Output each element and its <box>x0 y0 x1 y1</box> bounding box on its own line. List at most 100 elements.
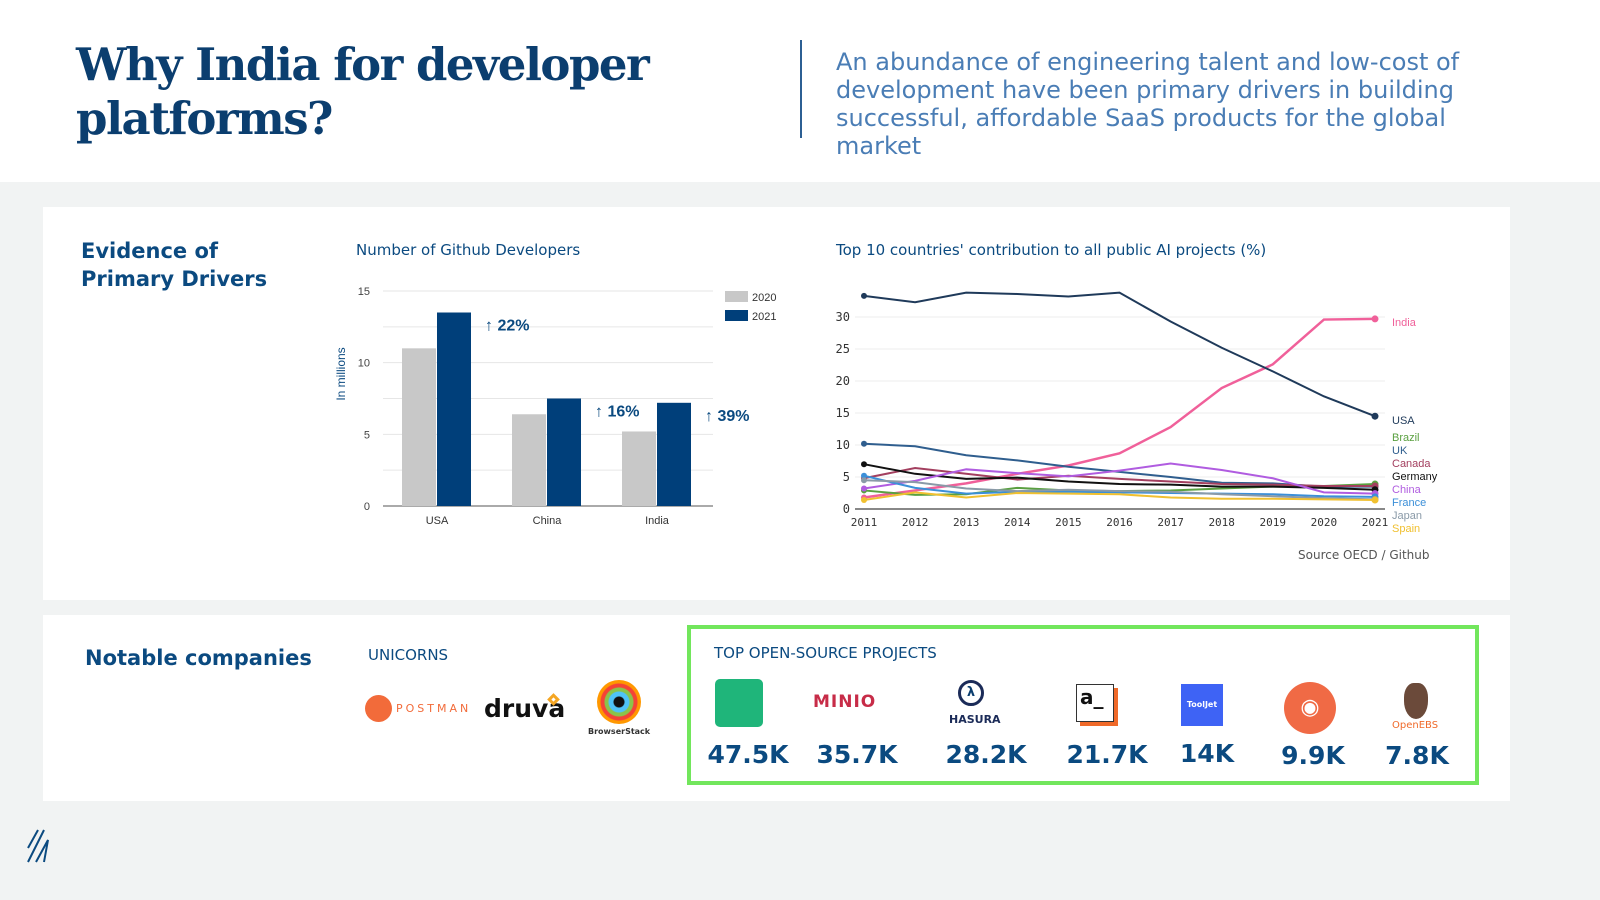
y-tick-label: 15 <box>358 286 370 298</box>
series-label-Japan: Japan <box>1392 510 1422 522</box>
y-tick-label: 10 <box>836 438 850 452</box>
line-Canada <box>863 467 1375 487</box>
y-tick-label: 0 <box>364 501 370 513</box>
legend-swatch-2020 <box>725 291 748 302</box>
legend-label: 2020 <box>752 292 776 304</box>
legend-label: 2021 <box>752 311 776 323</box>
divider <box>800 40 802 138</box>
bar-2021-China <box>547 398 581 506</box>
openebs-icon <box>1404 683 1428 719</box>
x-tick-label: 2021 <box>1362 516 1389 529</box>
point-start-Germany <box>861 461 867 468</box>
line-chart-title: Top 10 countries' contribution to all pu… <box>836 241 1267 259</box>
y-tick-label: 5 <box>843 470 850 484</box>
line-France <box>863 474 1376 498</box>
line-Germany <box>863 463 1376 491</box>
y-tick-label: 5 <box>364 429 370 441</box>
x-tick-label: USA <box>426 515 449 527</box>
line-China <box>863 462 1376 495</box>
companies-card <box>43 615 1510 801</box>
bar-2020-China <box>512 414 546 506</box>
point-start-UK <box>861 440 867 447</box>
postman-logo: POSTMAN <box>365 695 471 722</box>
growth-annotation: ↑ 22% <box>485 318 529 335</box>
hasura-icon: λ <box>958 680 984 706</box>
series-label-Canada: Canada <box>1392 458 1431 470</box>
brand-logo-icon <box>27 829 49 863</box>
point-start-France <box>861 472 867 479</box>
point-start-Spain <box>861 497 867 504</box>
hasura-logo: HASURA <box>949 713 1001 726</box>
x-tick-label: 2018 <box>1208 516 1235 529</box>
series-label-UK: UK <box>1392 445 1408 457</box>
companies-heading: Notable companies <box>85 646 312 670</box>
stars-tooljet: 14K <box>1179 739 1235 768</box>
line-Spain <box>863 491 1376 502</box>
series-label-China: China <box>1392 484 1422 496</box>
stars-appsmith: 47.5K <box>707 740 789 769</box>
stars-minio: 35.7K <box>816 740 898 769</box>
browserstack-label: BrowserStack <box>588 727 651 736</box>
legend-swatch-2021 <box>725 310 748 321</box>
y-tick-label: 15 <box>836 406 850 420</box>
oss-label: TOP OPEN-SOURCE PROJECTS <box>714 644 937 662</box>
druva-logo: druva <box>484 694 566 723</box>
line-Japan <box>863 479 1376 501</box>
appwrite-logo: a_ <box>1076 684 1114 722</box>
bar-2020-USA <box>402 348 436 506</box>
page-title: Why India for developer platforms? <box>76 38 650 145</box>
postman-icon <box>365 695 392 722</box>
bar-2021-India <box>657 402 691 506</box>
stars-openebs: 7.8K <box>1385 741 1449 770</box>
series-label-Brazil: Brazil <box>1392 432 1420 444</box>
series-label-Spain: Spain <box>1392 523 1420 535</box>
point-end-USA <box>1371 412 1379 420</box>
x-tick-label: China <box>533 515 563 527</box>
y-axis-label: In millions <box>334 347 348 400</box>
stars-appwrite: 21.7K <box>1066 740 1148 769</box>
x-tick-label: 2019 <box>1260 516 1287 529</box>
openebs-logo: OpenEBS <box>1392 720 1439 731</box>
bar-2021-USA <box>437 312 471 506</box>
point-end-India <box>1371 315 1379 323</box>
series-label-France: France <box>1392 497 1426 509</box>
browserstack-icon <box>597 680 641 724</box>
source-note: Source OECD / Github <box>1298 548 1430 562</box>
bar-chart-title: Number of Github Developers <box>356 241 581 259</box>
evidence-card <box>43 207 1510 600</box>
x-tick-label: 2015 <box>1055 516 1082 529</box>
stars-hasura: 28.2K <box>945 740 1027 769</box>
y-tick-label: 20 <box>836 374 850 388</box>
appsmith-logo <box>715 679 763 727</box>
y-tick-label: 25 <box>836 342 850 356</box>
stars-eye: 9.9K <box>1281 741 1345 770</box>
point-start-Japan <box>861 477 867 484</box>
oss-highlight-box <box>687 625 1479 785</box>
y-tick-label: 30 <box>836 310 850 324</box>
series-label-USA: USA <box>1392 415 1415 427</box>
series-label-Germany: Germany <box>1392 471 1438 483</box>
tooljet-logo: ToolJet <box>1181 684 1223 726</box>
bar-2020-India <box>622 431 656 506</box>
x-tick-label: India <box>645 515 670 527</box>
evidence-heading: Evidence of Primary Drivers <box>81 239 268 291</box>
series-label-India: India <box>1392 317 1417 329</box>
x-tick-label: 2013 <box>953 516 980 529</box>
point-end-Spain <box>1371 496 1379 504</box>
x-tick-label: 2020 <box>1311 516 1338 529</box>
unicorns-label: UNICORNS <box>368 646 449 664</box>
eye-logo: ◉ <box>1284 682 1336 734</box>
x-tick-label: 2012 <box>902 516 929 529</box>
line-USA <box>863 291 1376 418</box>
point-start-USA <box>861 292 867 299</box>
growth-annotation: ↑ 16% <box>595 404 639 421</box>
page-subtitle: An abundance of engineering talent and l… <box>836 48 1460 160</box>
x-tick-label: 2016 <box>1106 516 1133 529</box>
x-tick-label: 2011 <box>851 516 878 529</box>
growth-annotation: ↑ 39% <box>705 408 749 425</box>
x-tick-label: 2017 <box>1157 516 1184 529</box>
minio-logo: MINIO <box>813 692 877 712</box>
y-tick-label: 10 <box>358 358 370 370</box>
line-UK <box>863 442 1375 488</box>
